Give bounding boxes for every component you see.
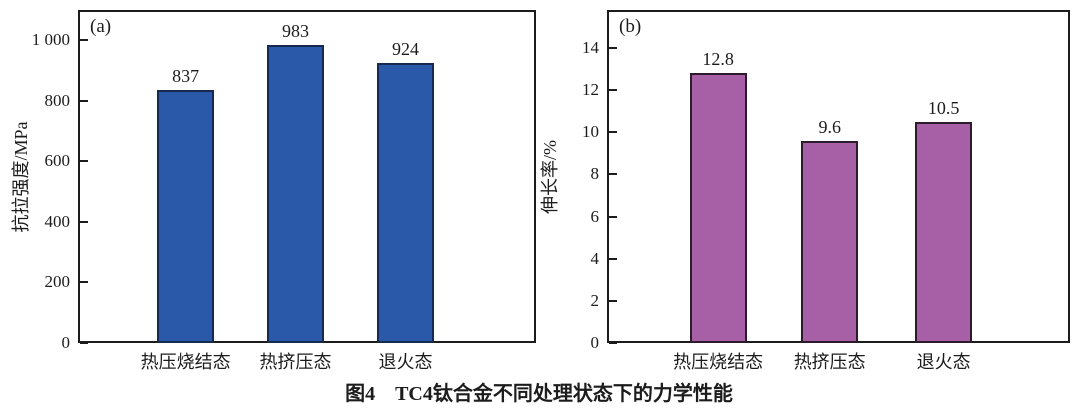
bar-1: [157, 89, 215, 343]
x-category-label: 退火态: [916, 352, 971, 372]
y-tick-mark: [609, 299, 617, 302]
y-tick-label: 6: [590, 206, 600, 226]
y-axis-title: 伸长率/%: [540, 139, 560, 214]
figure-caption: 图4 TC4钛合金不同处理状态下的力学性能: [345, 383, 733, 405]
y-tick-label: 200: [44, 272, 71, 292]
plot-area: [78, 10, 536, 343]
bar-2: [267, 45, 325, 343]
y-tick-mark: [609, 46, 617, 49]
panel-label: (b): [619, 16, 642, 37]
y-tick-mark: [609, 173, 617, 176]
y-tick-mark: [609, 342, 617, 344]
bar-value-label: 10.5: [927, 97, 960, 118]
bar-2: [801, 140, 859, 343]
y-tick-mark: [80, 160, 88, 163]
y-tick-mark: [609, 89, 617, 92]
bar-value-label: 924: [391, 39, 419, 60]
y-tick-label: 12: [582, 80, 599, 100]
y-tick-mark: [80, 281, 88, 284]
x-category-label: 退火态: [378, 352, 433, 372]
x-category-label: 热压烧结态: [140, 352, 231, 372]
x-category-label: 热挤压态: [793, 352, 866, 372]
y-tick-label: 600: [44, 151, 71, 171]
y-tick-label: 800: [44, 90, 71, 110]
bar-value-label: 983: [282, 21, 310, 42]
y-tick-label: 8: [590, 164, 600, 184]
y-tick-mark: [80, 99, 88, 102]
y-tick-label: 0: [590, 333, 600, 352]
y-tick-label: 14: [582, 37, 599, 57]
y-tick-label: 10: [582, 122, 599, 142]
bar-3: [915, 121, 973, 343]
y-axis-title: 抗拉强度/MPa: [11, 120, 31, 233]
y-tick-label: 2: [590, 290, 600, 310]
y-tick-mark: [609, 257, 617, 260]
bar-value-label: 12.8: [702, 49, 734, 70]
y-tick-mark: [80, 220, 88, 223]
y-tick-label: 4: [590, 248, 600, 268]
y-tick-mark: [609, 215, 617, 218]
plot-area: [607, 10, 1070, 343]
bar-value-label: 837: [172, 65, 200, 86]
x-category-label: 热挤压态: [259, 352, 332, 372]
y-tick-label: 0: [61, 333, 71, 352]
x-category-label: 热压烧结态: [673, 352, 764, 372]
y-tick-mark: [80, 39, 88, 42]
bar-1: [689, 73, 747, 343]
bar-value-label: 9.6: [818, 116, 841, 137]
y-tick-label: 1 000: [31, 30, 70, 50]
y-tick-mark: [609, 131, 617, 134]
y-tick-label: 400: [44, 211, 71, 231]
bar-3: [376, 63, 434, 343]
y-tick-mark: [80, 342, 88, 344]
panel-label: (a): [90, 16, 112, 37]
